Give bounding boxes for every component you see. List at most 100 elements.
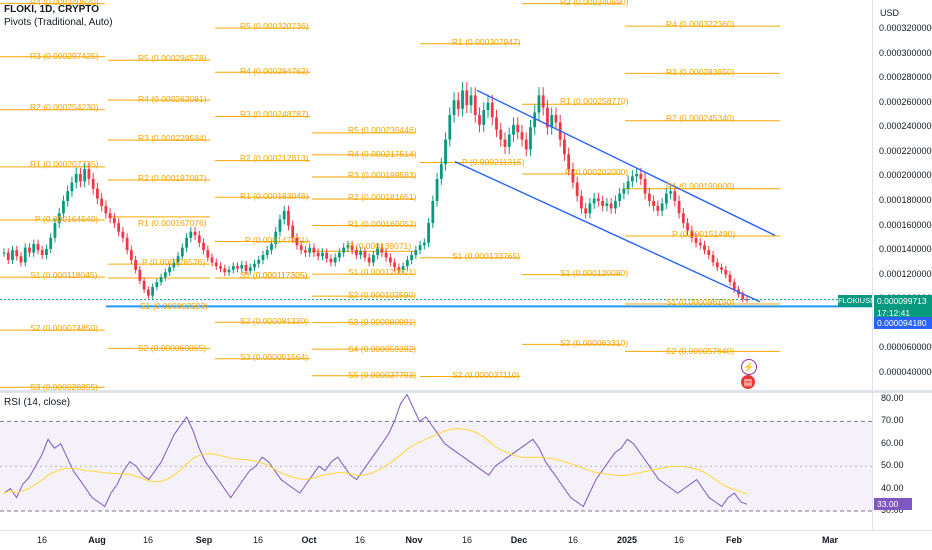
symbol-tag: FLOKIUSD: [838, 295, 876, 307]
price-tick-label: 0.0001800000: [879, 195, 932, 205]
candle-body: [664, 193, 668, 204]
candle-body: [367, 257, 371, 263]
pivot-label: R2 (0.000254230): [30, 102, 99, 112]
candle-body: [62, 201, 65, 214]
time-axis-label: Nov: [405, 535, 423, 545]
candle-body: [163, 272, 167, 278]
candle-body: [325, 252, 329, 259]
candle-body: [15, 250, 19, 257]
pivot-label: S3 (0.000080991): [348, 317, 417, 327]
pivot-label: R3 (0.000283850): [666, 67, 735, 77]
candle-body: [197, 235, 201, 243]
candle-body: [694, 237, 698, 243]
candle-body: [74, 173, 78, 183]
currency-label[interactable]: USD: [880, 8, 900, 18]
price-tick-label: 0.0002400000: [879, 121, 932, 132]
candle-body: [673, 191, 677, 201]
price-scale[interactable]: 0.0003200000 0.0003000000 0.0002800000 0.00…: [872, 0, 932, 390]
candle-body: [11, 250, 14, 260]
price-tick-label: 0.0003000000: [879, 47, 932, 58]
candle-body: [669, 191, 672, 194]
flag-icon[interactable]: ▤: [741, 375, 755, 389]
candle-body: [571, 169, 575, 183]
time-axis-label: Feb: [725, 535, 743, 545]
pivot-label: S2 (0.000037110): [452, 370, 520, 380]
candle-body: [278, 219, 282, 232]
candle-body: [618, 193, 622, 201]
candle-body: [155, 282, 159, 287]
pane-separator[interactable]: [0, 390, 932, 393]
rsi-scale[interactable]: 80.00 70.00 60.00 50.00 40.00 30.00: [872, 393, 932, 530]
pivot-label: R3 (0.000229584): [138, 133, 207, 143]
rsi-value-tag: 33.00: [874, 498, 912, 510]
pivot-label: S1 (0.000118045): [30, 270, 98, 280]
candle-body: [146, 289, 150, 296]
candle-body: [431, 201, 435, 224]
candle-body: [563, 139, 566, 155]
price-tick-label: 0.0002600000: [879, 96, 932, 107]
candle-body: [253, 263, 256, 268]
lightning-icon[interactable]: ⚡: [741, 359, 757, 375]
candle-body: [32, 244, 36, 253]
candle-body: [698, 242, 702, 246]
pivot-label: P (0.000139071): [348, 241, 412, 251]
candle-body: [6, 252, 10, 260]
countdown-tag: 17:12:41: [874, 307, 932, 319]
candle-body: [656, 205, 660, 211]
candle-body: [261, 255, 265, 260]
candle-body: [210, 257, 214, 263]
candle-body: [231, 266, 235, 270]
candle-body: [270, 244, 273, 251]
candle-body: [40, 250, 44, 256]
candle-body: [350, 245, 354, 251]
candle-body: [660, 203, 664, 211]
candle-body: [316, 252, 320, 257]
pivot-label: R1 (0.000190000): [666, 181, 735, 191]
pivot-label: R1 (0.000160052): [348, 219, 417, 229]
candle-body: [142, 280, 146, 290]
price-tick-label: 0.0002200000: [879, 145, 932, 156]
candle-body: [580, 196, 583, 209]
candle-body: [117, 223, 121, 232]
candle-body: [478, 115, 481, 125]
pivot-label: R1 (0.000258770): [560, 96, 629, 106]
candle-body: [295, 237, 299, 246]
pivot-label: S2 (0.000063310): [560, 338, 629, 348]
candle-body: [444, 139, 447, 165]
time-axis-label: 16: [354, 535, 366, 545]
candle-body: [622, 188, 626, 194]
candle-body: [214, 262, 218, 267]
pivot-label: S2 (0.000081330): [240, 316, 309, 326]
line-price-tag: 0.000094180: [874, 317, 932, 329]
price-pane[interactable]: [0, 0, 872, 390]
time-axis[interactable]: [0, 530, 932, 550]
pivot-label: R3 (0.000199583): [348, 170, 417, 180]
candle-body: [321, 252, 324, 257]
candle-body: [70, 182, 74, 192]
rsi-legend[interactable]: RSI (14, close): [4, 397, 71, 408]
pivots-legend[interactable]: Pivots (Traditional, Auto): [4, 17, 113, 28]
time-axis-label: 16: [36, 535, 48, 545]
candle-body: [244, 264, 248, 272]
rsi-chart[interactable]: [0, 393, 872, 530]
rsi-pane[interactable]: [0, 393, 872, 530]
pivot-label: S2 (0.000102590): [348, 290, 417, 300]
pivot-label: R5 (0.000235446): [348, 125, 417, 135]
price-chart[interactable]: [0, 0, 872, 390]
candle-body: [312, 247, 316, 253]
candle-body: [711, 255, 715, 263]
candle-body: [23, 247, 27, 263]
candle-body: [189, 231, 193, 238]
symbol-legend[interactable]: FLOKI, 1D, CRYPTO: [4, 4, 100, 15]
candle-body: [681, 213, 685, 224]
price-tick-label: 0.0002800000: [879, 72, 932, 83]
pivot-label: S3 (0.000051564): [240, 352, 309, 362]
rsi-tick-label: 70.00: [881, 415, 904, 426]
rsi-tick-label: 40.00: [881, 482, 904, 493]
candle-body: [45, 248, 48, 256]
pivot-label: S3 (0.000028355): [30, 382, 99, 392]
candle-body: [448, 115, 452, 140]
time-axis-label: 16: [567, 535, 579, 545]
candle-body: [465, 90, 469, 106]
candle-body: [690, 230, 694, 238]
